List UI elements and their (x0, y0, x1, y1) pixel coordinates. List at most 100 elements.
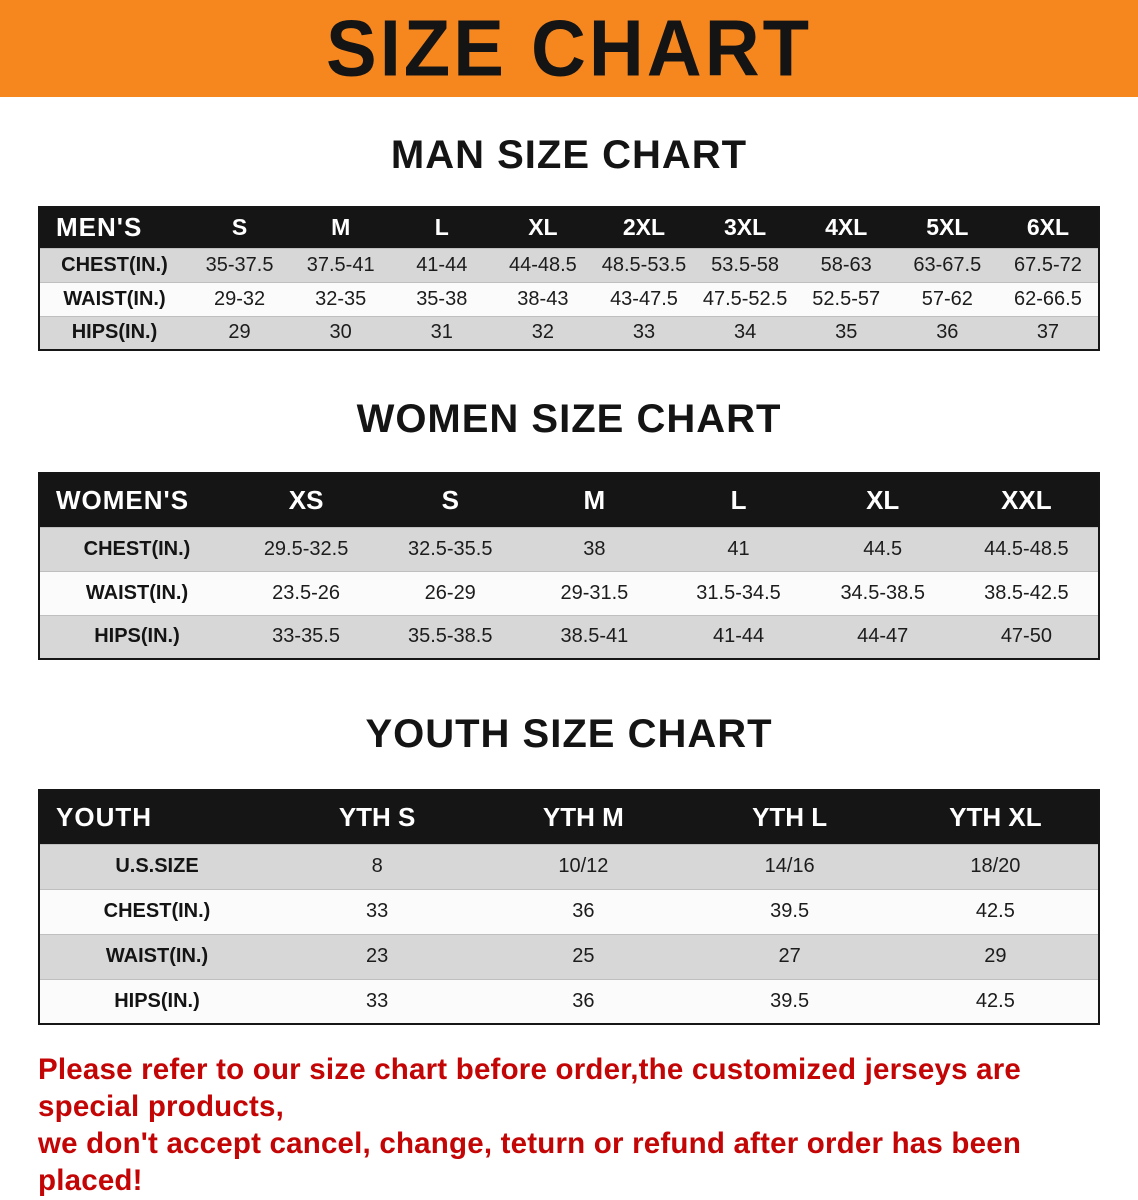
row-label: HIPS(IN.) (39, 978, 274, 1024)
size-cell: 37 (997, 315, 1099, 350)
disclaimer-line-2: we don't accept cancel, change, teturn o… (38, 1127, 1022, 1198)
size-cell: 44-48.5 (492, 247, 594, 282)
size-cell: 41-44 (666, 614, 811, 659)
size-cell: 35 (795, 315, 897, 350)
women-size-header: XS (234, 473, 379, 527)
men-size-header: M (290, 207, 392, 248)
women-size-header: XL (810, 473, 955, 527)
size-cell: 29-31.5 (522, 570, 667, 615)
men-section-title: MAN SIZE CHART (390, 133, 748, 177)
youth-section-title: YOUTH SIZE CHART (365, 712, 773, 756)
women-size-header: S (378, 473, 523, 527)
women-size-header: M (522, 473, 667, 527)
men-size-header: 5XL (896, 207, 998, 248)
men-size-header: 6XL (997, 207, 1099, 248)
row-label: U.S.SIZE (39, 843, 274, 889)
size-cell: 29 (892, 933, 1099, 979)
size-chart-banner: SIZE CHART (0, 0, 1138, 97)
size-cell: 10/12 (480, 843, 687, 889)
size-cell: 48.5-53.5 (593, 247, 695, 282)
size-cell: 38.5-41 (522, 614, 667, 659)
men-size-table: MEN'S S M L XL 2XL 3XL 4XL 5XL 6XL CHEST… (38, 206, 1100, 351)
size-cell: 38-43 (492, 281, 594, 316)
size-cell: 39.5 (686, 888, 893, 934)
row-label: CHEST(IN.) (39, 526, 234, 571)
men-hips-row: HIPS(IN.) 29 30 31 32 33 34 35 36 37 (39, 315, 1099, 350)
size-cell: 63-67.5 (896, 247, 998, 282)
size-cell: 44-47 (810, 614, 955, 659)
size-cell: 36 (896, 315, 998, 350)
men-header-row: MEN'S S M L XL 2XL 3XL 4XL 5XL 6XL (39, 207, 1099, 248)
size-cell: 35-38 (391, 281, 493, 316)
youth-size-header: YTH S (274, 790, 481, 844)
size-cell: 29.5-32.5 (234, 526, 379, 571)
size-cell: 39.5 (686, 978, 893, 1024)
men-size-header: 2XL (593, 207, 695, 248)
size-cell: 35.5-38.5 (378, 614, 523, 659)
size-cell: 30 (290, 315, 392, 350)
row-label: WAIST(IN.) (39, 933, 274, 979)
size-cell: 67.5-72 (997, 247, 1099, 282)
men-corner-label: MEN'S (39, 207, 189, 248)
youth-hips-row: HIPS(IN.) 33 36 39.5 42.5 (39, 978, 1099, 1024)
men-size-header: XL (492, 207, 594, 248)
size-cell: 62-66.5 (997, 281, 1099, 316)
banner-title: SIZE CHART (326, 3, 812, 93)
size-cell: 53.5-58 (694, 247, 796, 282)
size-cell: 52.5-57 (795, 281, 897, 316)
youth-waist-row: WAIST(IN.) 23 25 27 29 (39, 933, 1099, 979)
youth-size-header: YTH XL (892, 790, 1099, 844)
youth-ussize-row: U.S.SIZE 8 10/12 14/16 18/20 (39, 843, 1099, 889)
row-label: HIPS(IN.) (39, 315, 189, 350)
size-cell: 14/16 (686, 843, 893, 889)
size-cell: 44.5-48.5 (954, 526, 1099, 571)
row-label: HIPS(IN.) (39, 614, 234, 659)
row-label: WAIST(IN.) (39, 281, 189, 316)
size-cell: 29-32 (189, 281, 291, 316)
youth-header-row: YOUTH YTH S YTH M YTH L YTH XL (39, 790, 1099, 844)
size-cell: 29 (189, 315, 291, 350)
men-size-header: S (189, 207, 291, 248)
size-cell: 8 (274, 843, 481, 889)
size-cell: 44.5 (810, 526, 955, 571)
row-label: WAIST(IN.) (39, 570, 234, 615)
youth-chest-row: CHEST(IN.) 33 36 39.5 42.5 (39, 888, 1099, 934)
women-header-row: WOMEN'S XS S M L XL XXL (39, 473, 1099, 527)
youth-corner-label: YOUTH (39, 790, 274, 844)
size-cell: 23.5-26 (234, 570, 379, 615)
size-cell: 31.5-34.5 (666, 570, 811, 615)
size-cell: 31 (391, 315, 493, 350)
men-waist-row: WAIST(IN.) 29-32 32-35 35-38 38-43 43-47… (39, 281, 1099, 316)
row-label: CHEST(IN.) (39, 888, 274, 934)
size-cell: 38.5-42.5 (954, 570, 1099, 615)
women-size-header: XXL (954, 473, 1099, 527)
youth-size-header: YTH L (686, 790, 893, 844)
size-cell: 34.5-38.5 (810, 570, 955, 615)
size-cell: 43-47.5 (593, 281, 695, 316)
size-cell: 42.5 (892, 978, 1099, 1024)
youth-size-table: YOUTH YTH S YTH M YTH L YTH XL U.S.SIZE … (38, 789, 1100, 1025)
row-label: CHEST(IN.) (39, 247, 189, 282)
size-cell: 47-50 (954, 614, 1099, 659)
size-cell: 37.5-41 (290, 247, 392, 282)
women-size-table: WOMEN'S XS S M L XL XXL CHEST(IN.) 29.5-… (38, 472, 1100, 660)
size-cell: 34 (694, 315, 796, 350)
size-cell: 33 (274, 978, 481, 1024)
men-size-header: L (391, 207, 493, 248)
women-size-header: L (666, 473, 811, 527)
size-cell: 35-37.5 (189, 247, 291, 282)
men-chest-row: CHEST(IN.) 35-37.5 37.5-41 41-44 44-48.5… (39, 247, 1099, 282)
youth-size-header: YTH M (480, 790, 687, 844)
disclaimer-text: Please refer to our size chart before or… (38, 1051, 1110, 1200)
men-size-header: 4XL (795, 207, 897, 248)
size-cell: 33 (274, 888, 481, 934)
size-cell: 41-44 (391, 247, 493, 282)
women-hips-row: HIPS(IN.) 33-35.5 35.5-38.5 38.5-41 41-4… (39, 614, 1099, 659)
size-cell: 18/20 (892, 843, 1099, 889)
size-cell: 36 (480, 978, 687, 1024)
women-corner-label: WOMEN'S (39, 473, 234, 527)
women-section-title: WOMEN SIZE CHART (356, 397, 782, 441)
size-cell: 58-63 (795, 247, 897, 282)
size-cell: 23 (274, 933, 481, 979)
size-cell: 57-62 (896, 281, 998, 316)
